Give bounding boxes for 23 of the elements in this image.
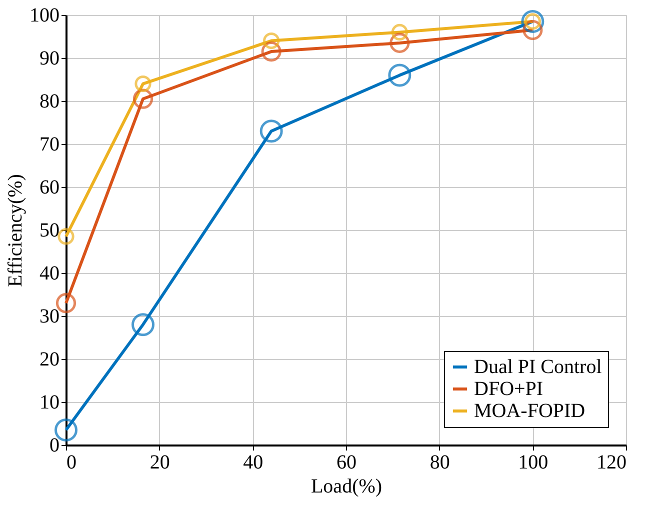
- x-tick-label: 20: [150, 452, 170, 474]
- y-tick-label: 50: [40, 220, 60, 242]
- y-tick-label: 80: [40, 90, 60, 112]
- legend-label: Dual PI Control: [474, 356, 602, 378]
- x-tick-label: 120: [596, 452, 626, 474]
- y-tick-label: 10: [40, 392, 60, 414]
- x-tick-label: 80: [430, 452, 450, 474]
- y-axis-title: Efficiency(%): [4, 174, 26, 287]
- x-tick-label: 0: [66, 452, 76, 474]
- y-tick-label: 100: [30, 4, 60, 26]
- legend-label: DFO+PI: [474, 378, 544, 400]
- x-tick-label: 40: [243, 452, 264, 474]
- x-axis-title: Load(%): [310, 476, 382, 498]
- x-tick-label: 60: [336, 452, 356, 474]
- y-tick-label: 70: [40, 134, 60, 156]
- y-tick-label: 40: [40, 262, 60, 284]
- x-tick-label: 100: [518, 452, 548, 474]
- y-tick-label: 60: [40, 176, 60, 198]
- y-tick-label: 30: [40, 306, 60, 328]
- y-tick-label: 90: [40, 48, 60, 70]
- y-tick-label: 20: [40, 348, 60, 370]
- legend-label: MOA-FOPID: [474, 400, 586, 422]
- y-tick-label: 0: [50, 434, 60, 456]
